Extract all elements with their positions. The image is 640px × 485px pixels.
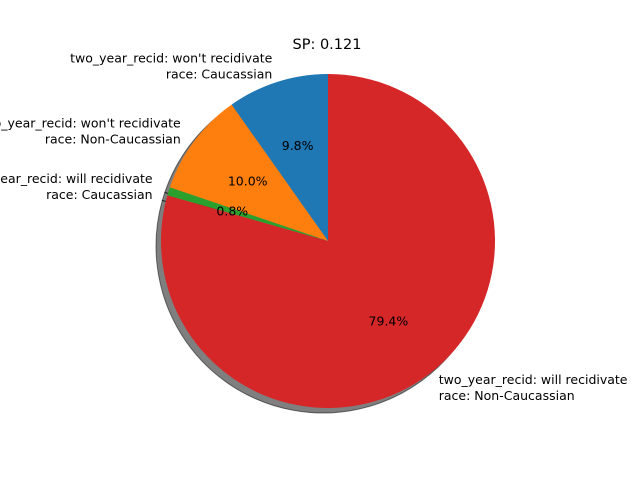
slice-label-3: two_year_recid: will recidivate race: Non… [439,372,628,403]
slice-label-line: race: Caucassian [166,66,272,81]
slice-label-line: two_year_recid: will recidivate [0,171,153,186]
pie-slice-2 [167,187,328,241]
percent-label-2: 0.8% [216,204,248,219]
percent-label-1: 10.0% [228,174,268,189]
pie-slice-0 [231,74,328,241]
pie-slice-3 [160,74,495,409]
slice-label-line: race: Non-Caucassian [45,132,181,147]
pie-slices [160,74,495,409]
slice-label-line: two_year_recid: will recidivate [439,372,628,387]
pie-slice-1 [169,104,328,241]
percent-labels: 9.8% 10.0% 0.8% 79.4% [216,138,408,328]
slice-label-line: two_year_recid: won't recidivate [70,50,273,65]
slice-label-0: two_year_recid: won't recidivate race: Ca… [70,50,273,81]
chart-title: SP: 0.121 [293,37,362,53]
percent-label-3: 79.4% [369,313,409,328]
percent-label-0: 9.8% [282,138,314,153]
slice-label-line: two_year_recid: won't recidivate [0,116,181,131]
slice-label-line: race: Non-Caucassian [439,388,575,403]
slice-label-line: race: Caucassian [46,187,152,202]
slice-labels: two_year_recid: won't recidivate race: Ca… [0,50,628,403]
